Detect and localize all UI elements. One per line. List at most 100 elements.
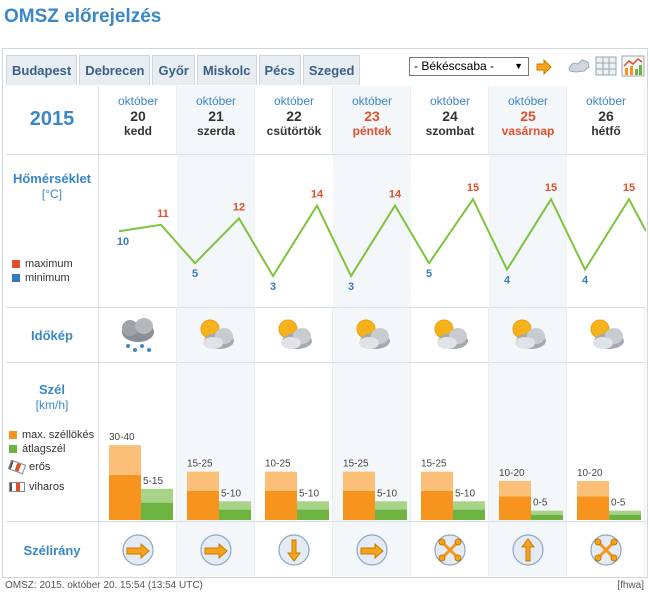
- column-divider: [176, 362, 177, 521]
- legend-storm: viharos: [29, 481, 65, 493]
- temp-min-label: 4: [504, 275, 511, 287]
- temp-max-label: 11: [157, 208, 169, 220]
- day-header: október 23 péntek: [333, 94, 411, 139]
- table-icon[interactable]: [594, 54, 618, 78]
- day-weekday: péntek: [352, 124, 392, 138]
- column-divider: [254, 521, 255, 576]
- sun-cloud-icon: [356, 319, 390, 349]
- gust-range-label: 30-40: [109, 432, 135, 443]
- avg-range-label: 0-5: [533, 498, 548, 509]
- temp-min-label: 4: [582, 275, 589, 287]
- chart-icon[interactable]: [621, 54, 645, 78]
- gust-range-label: 10-20: [577, 468, 603, 479]
- tab-debrecen[interactable]: Debrecen: [79, 55, 151, 85]
- column-divider: [176, 521, 177, 576]
- wind-row-label: Szél [km/h]: [6, 382, 98, 412]
- day-number: 24: [442, 108, 458, 124]
- temperature-line: [118, 197, 646, 279]
- day-header: október 22 csütörtök: [255, 94, 333, 139]
- gust-range-label: 15-25: [343, 459, 369, 470]
- arrow-right-icon[interactable]: [535, 58, 553, 76]
- wind-direction-variable-icon: [590, 534, 622, 566]
- gust-range-label: 15-25: [187, 459, 213, 470]
- gust-bar-core: [421, 490, 453, 520]
- temp-max-label: 15: [623, 182, 635, 194]
- avg-bar-core: [219, 509, 251, 520]
- day-number: 20: [130, 108, 146, 124]
- avg-bar-core: [141, 502, 173, 520]
- column-divider: [332, 362, 333, 521]
- column-divider: [254, 307, 255, 362]
- column-divider: [410, 521, 411, 576]
- temp-unit: [°C]: [41, 187, 63, 201]
- gust-bar-core: [343, 490, 375, 520]
- day-month: október: [273, 94, 315, 108]
- legend-avg: átlagszél: [22, 443, 66, 455]
- city-select-value: - Békéscsaba -: [414, 59, 495, 73]
- tab-miskolc[interactable]: Miskolc: [196, 55, 257, 85]
- column-divider: [410, 86, 411, 154]
- column-divider: [176, 307, 177, 362]
- column-divider: [332, 521, 333, 576]
- min-swatch: [12, 274, 20, 283]
- temp-legend: maximum minimum: [12, 257, 73, 285]
- city-select[interactable]: - Békéscsaba - ▼: [409, 57, 529, 76]
- day-weekday: szombat: [425, 124, 475, 138]
- avg-swatch: [9, 445, 17, 454]
- column-divider: [410, 307, 411, 362]
- gust-bar-core: [499, 496, 531, 520]
- temp-min-label: 10: [117, 236, 129, 248]
- avg-bar-core: [375, 509, 407, 520]
- avg-bar-core: [297, 509, 329, 520]
- windsock-storm-icon: [9, 482, 25, 493]
- row-divider: [6, 154, 646, 155]
- day-weekday: szerda: [196, 124, 236, 138]
- tab-pécs[interactable]: Pécs: [258, 55, 301, 85]
- row-divider: [6, 521, 646, 522]
- tab-szeged[interactable]: Szeged: [302, 55, 361, 85]
- map-icon[interactable]: [567, 54, 591, 78]
- tab-győr[interactable]: Győr: [152, 55, 195, 85]
- forecast-chart: 10 11 5 12 3 14 3 14 5 15 4 15 4 15 30-40 5-15 15-25 5-10…: [109, 182, 646, 566]
- temp-max-label: 14: [311, 189, 324, 201]
- legend-strong: erős: [29, 461, 51, 473]
- temp-row-label: Hőmérséklet [°C]: [6, 171, 98, 201]
- avg-range-label: 5-10: [221, 488, 241, 499]
- gust-bar-core: [187, 490, 219, 520]
- wind-direction-east-icon: [356, 534, 388, 566]
- column-divider: [254, 86, 255, 154]
- avg-bar-core: [531, 514, 563, 520]
- temp-min-label: 3: [348, 281, 354, 293]
- day-weekday: kedd: [123, 124, 152, 138]
- avg-bar-core: [453, 509, 485, 520]
- tab-budapest[interactable]: Budapest: [6, 55, 78, 85]
- day-number: 26: [598, 108, 614, 124]
- column-divider: [488, 362, 489, 521]
- rain-cloud-icon: [122, 318, 154, 352]
- wind-direction-east-icon: [200, 534, 232, 566]
- row-divider: [6, 307, 646, 308]
- gust-swatch: [9, 431, 17, 440]
- day-month: október: [429, 94, 471, 108]
- temp-label: Hőmérséklet: [12, 171, 92, 186]
- chevron-down-icon: ▼: [514, 61, 523, 71]
- column-divider: [644, 307, 645, 362]
- column-divider: [644, 362, 645, 521]
- legend-gust: max. széllökés: [22, 429, 95, 441]
- column-divider: [566, 86, 567, 154]
- day-weekday: csütörtök: [266, 124, 322, 138]
- day-month: október: [351, 94, 393, 108]
- day-header: október 24 szombat: [411, 94, 489, 139]
- day-month: október: [585, 94, 627, 108]
- column-divider: [644, 86, 645, 154]
- day-weekday: hétfő: [591, 124, 621, 138]
- wind-direction-north-south-icon: [278, 534, 310, 566]
- page-title: OMSZ előrejelzés: [4, 6, 162, 27]
- gust-range-label: 10-20: [499, 468, 525, 479]
- sun-cloud-icon: [278, 319, 312, 349]
- column-divider: [566, 362, 567, 521]
- column-divider: [566, 521, 567, 576]
- legend-max: maximum: [25, 258, 73, 270]
- gust-range-label: 10-25: [265, 459, 291, 470]
- column-divider: [488, 521, 489, 576]
